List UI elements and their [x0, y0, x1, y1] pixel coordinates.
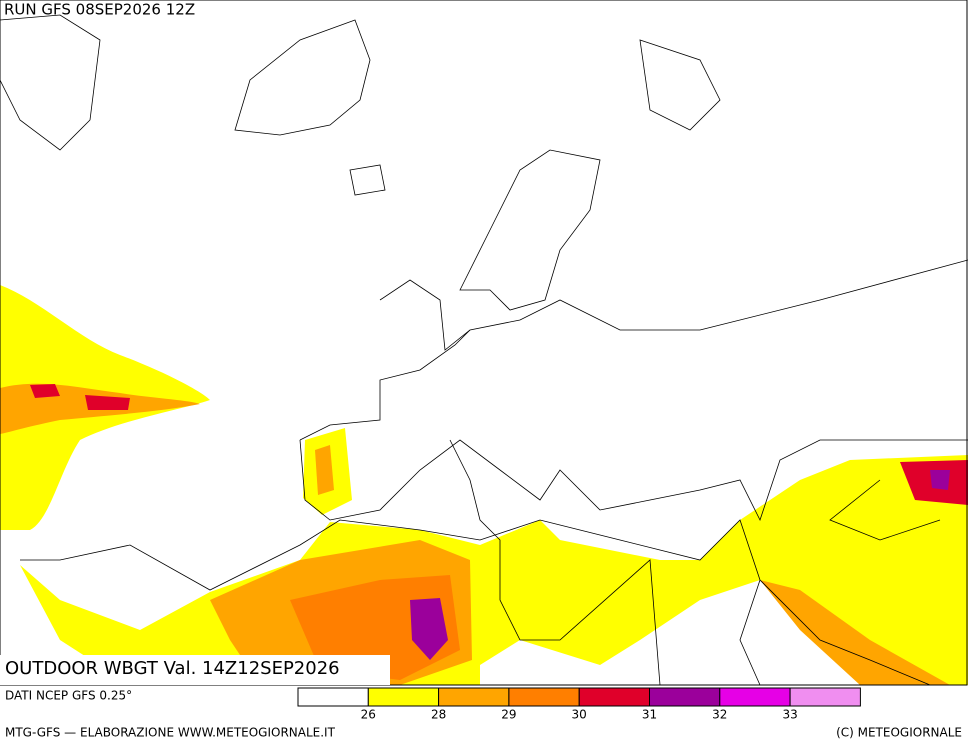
legend-tick-label: 33 [782, 708, 797, 722]
color-legend: 26 28 29 30 31 32 33 [297, 687, 861, 722]
map-title: OUTDOOR WBGT Val. 14Z12SEP2026 [5, 658, 340, 679]
legend-swatch [297, 687, 369, 707]
coastlines [0, 14, 968, 686]
map-frame [0, 0, 968, 686]
footer-right: (C) METEOGIORNALE [836, 726, 962, 740]
legend-tick-label: 28 [431, 708, 446, 722]
footer-left: MTG-GFS — ELABORAZIONE WWW.METEOGIORNALE… [5, 726, 336, 740]
legend-tick-label: 26 [361, 708, 376, 722]
legend-swatch [508, 687, 580, 707]
legend-tick-label: 32 [712, 708, 727, 722]
legend-tick-label: 29 [501, 708, 516, 722]
data-source: DATI NCEP GFS 0.25° [5, 689, 132, 703]
legend-swatch [649, 687, 721, 707]
legend-swatch [789, 687, 861, 707]
legend-tick-label: 30 [572, 708, 587, 722]
legend-tick-label: 31 [642, 708, 657, 722]
legend-swatch [438, 687, 510, 707]
title-box [0, 655, 390, 685]
legend-swatch [367, 687, 440, 707]
legend-swatch [719, 687, 791, 707]
legend-swatch [578, 687, 651, 707]
run-label: RUN GFS 08SEP2026 12Z [4, 1, 195, 19]
heat-field [0, 285, 968, 685]
